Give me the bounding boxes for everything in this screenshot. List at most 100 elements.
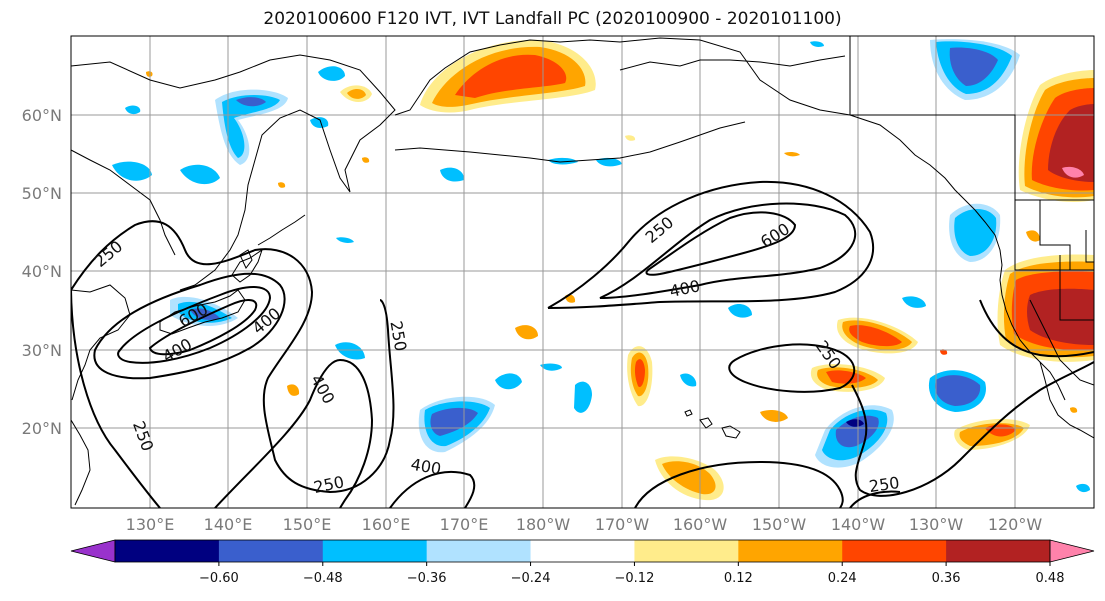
anomaly-patch <box>949 47 998 86</box>
coastline <box>257 214 306 246</box>
anomaly-patch <box>760 410 788 422</box>
anomaly-patch <box>335 342 365 360</box>
anomaly-patch <box>146 71 153 77</box>
anomaly-patch <box>278 182 286 188</box>
anomaly-patch <box>954 209 997 256</box>
anomaly-patch <box>540 363 562 371</box>
anomaly-patch <box>455 54 567 98</box>
colorbar <box>70 539 1095 563</box>
anomaly-patch <box>112 161 152 181</box>
coastline <box>231 248 263 283</box>
contour-line-250 <box>71 289 161 508</box>
colorbar-tick-label: −0.60 <box>199 571 239 586</box>
lon-label: 180°W <box>516 515 571 534</box>
anomaly-patch <box>596 157 622 167</box>
contour-line-250 <box>849 490 901 508</box>
lon-label: 120°W <box>988 515 1043 534</box>
coastline <box>159 289 246 335</box>
lon-label: 130°E <box>126 515 175 534</box>
anomaly-patch <box>826 370 866 384</box>
colorbar-segment <box>842 540 947 562</box>
anomaly-patch <box>728 304 752 318</box>
anomaly-patch <box>574 381 592 413</box>
contour-line-250 <box>71 220 395 494</box>
anomaly-patch <box>336 237 354 243</box>
contour-line-400 <box>599 202 857 299</box>
colorbar-segment <box>322 540 428 562</box>
anomaly-patch <box>1076 483 1090 493</box>
lon-label: 150°E <box>283 515 332 534</box>
map-panel: 250 600 400 250 400 400 250 400 250 250 … <box>71 36 1094 508</box>
latitude-labels: 60°N 50°N 40°N 30°N 20°N <box>22 106 62 438</box>
border-line <box>1039 200 1071 270</box>
contour-line-800 <box>148 298 258 356</box>
colorbar-tick-label: 0.24 <box>828 571 857 586</box>
anomaly-patch <box>1026 230 1040 242</box>
border-line <box>1029 299 1094 386</box>
coastline <box>71 419 91 506</box>
lat-label: 20°N <box>22 419 62 438</box>
colorbar-tick-label: 0.48 <box>1036 571 1065 586</box>
colorbar-tick-label: −0.36 <box>407 571 447 586</box>
anomaly-patch <box>625 135 636 141</box>
contour-line-400 <box>93 272 286 380</box>
coastline <box>394 121 746 163</box>
longitude-labels: 130°E 140°E 150°E 160°E 170°E 180°W 170°… <box>126 515 1043 534</box>
colorbar-segment <box>426 540 532 562</box>
colorbar-segment <box>946 540 1051 562</box>
lon-label: 170°W <box>595 515 650 534</box>
map-frame <box>70 35 1095 509</box>
lat-label: 50°N <box>22 184 62 203</box>
lon-label: 160°W <box>673 515 728 534</box>
contour-line-250 <box>851 361 1094 497</box>
border-line <box>1014 115 1094 271</box>
coastline <box>721 425 741 439</box>
contour-line-400 <box>214 358 374 508</box>
colorbar-segment <box>738 540 843 562</box>
lon-label: 140°E <box>204 515 253 534</box>
anomaly-patch <box>849 325 902 347</box>
contour-line-250 <box>547 180 875 309</box>
anomaly-patch <box>1048 104 1094 182</box>
anomaly-patch <box>846 419 864 427</box>
lon-label: 160°E <box>362 515 411 534</box>
coastline <box>619 55 846 71</box>
colorbar-tick-label: 0.36 <box>932 571 961 586</box>
coastline <box>394 37 976 211</box>
contour-label: 250 <box>868 473 901 496</box>
graticule <box>71 36 1094 508</box>
anomaly-patch <box>902 296 926 308</box>
anomaly-patch <box>835 415 879 448</box>
anomaly-patch <box>935 375 981 406</box>
colorbar-segment <box>634 540 739 562</box>
coastline <box>71 284 131 401</box>
coastlines <box>71 37 1094 506</box>
colorbar-outline <box>114 539 1051 563</box>
coastline <box>71 54 396 291</box>
coastline <box>699 417 713 429</box>
contour-line-250 <box>979 299 1094 358</box>
anomaly-patch <box>680 373 697 387</box>
border-line <box>1085 230 1094 263</box>
anomaly-patch <box>430 407 478 436</box>
lon-label: 150°W <box>752 515 807 534</box>
colorbar-extend-high <box>1049 539 1095 563</box>
contour-line-250 <box>634 460 844 508</box>
lat-label: 40°N <box>22 262 62 281</box>
anomaly-patch <box>125 105 141 115</box>
anomaly-patch <box>180 164 220 185</box>
colorbar-segment <box>530 540 635 562</box>
anomaly-patch <box>310 117 329 128</box>
lon-label: 170°E <box>440 515 489 534</box>
colorbar-segment <box>218 540 324 562</box>
anomaly-patch <box>495 373 522 390</box>
colorbar-tick-label: −0.24 <box>511 571 551 586</box>
colorbar-tick-label: −0.48 <box>303 571 343 586</box>
lon-label: 130°W <box>909 515 964 534</box>
colorbar-tick-label: −0.12 <box>615 571 655 586</box>
lat-label: 30°N <box>22 341 62 360</box>
colorbar-extend-low <box>70 539 116 563</box>
coastline <box>974 209 1066 401</box>
border-line <box>1059 255 1094 321</box>
ivt-contours <box>71 180 1094 508</box>
